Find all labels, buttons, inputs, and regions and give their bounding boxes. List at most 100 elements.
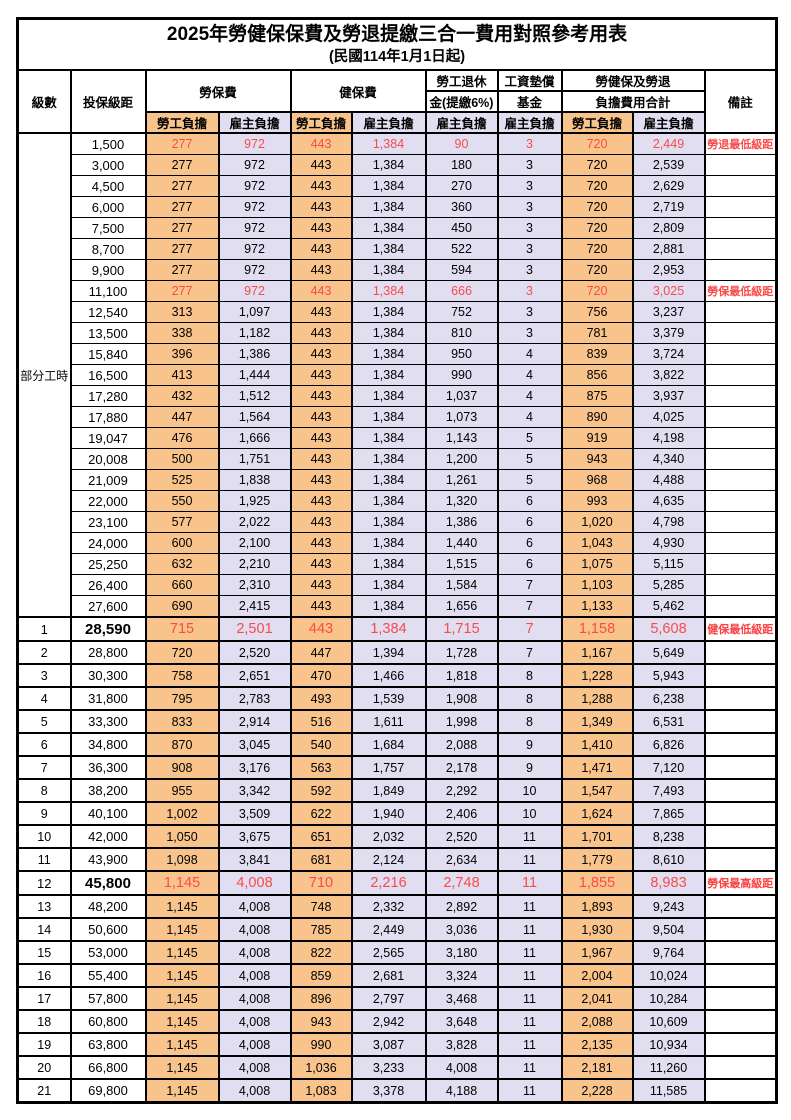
cell-bracket: 21,009 <box>69 469 147 491</box>
cell-value: 1,751 <box>217 448 292 470</box>
cell-value: 2,942 <box>350 1009 427 1034</box>
cell-value: 1,002 <box>144 801 220 826</box>
cell-level: 12 <box>16 870 72 896</box>
cell-value: 443 <box>289 490 353 512</box>
cell-value: 1,073 <box>424 406 499 428</box>
header-total-employer: 雇主負擔 <box>631 111 706 134</box>
header-hi-employer: 雇主負擔 <box>350 111 427 134</box>
header-row-3: 勞工負擔 雇主負擔 勞工負擔 雇主負擔 雇主負擔 雇主負擔 勞工負擔 雇主負擔 <box>18 111 777 134</box>
cell-value: 1,925 <box>217 490 292 512</box>
cell-value: 1,133 <box>560 595 634 618</box>
cell-value: 1,684 <box>350 732 427 757</box>
cell-value: 2,332 <box>350 894 427 919</box>
cell-value: 3,176 <box>217 755 292 780</box>
cell-remark <box>703 640 778 665</box>
cell-bracket: 53,000 <box>69 940 147 965</box>
table-row: 19,047 476 1,666 443 1,384 1,143 5 919 4,198 <box>18 427 778 449</box>
cell-value: 4,025 <box>631 406 706 428</box>
cell-remark <box>703 301 778 323</box>
cell-level: 11 <box>16 847 72 872</box>
cell-value: 1,515 <box>424 553 499 575</box>
cell-remark: 勞保最低級距 <box>703 280 778 302</box>
cell-value: 1,083 <box>289 1078 353 1104</box>
cell-level: 6 <box>16 732 72 757</box>
cell-bracket: 28,800 <box>69 640 147 665</box>
cell-value: 1,384 <box>350 490 427 512</box>
cell-bracket: 20,008 <box>69 448 147 470</box>
cell-value: 5,115 <box>631 553 706 575</box>
cell-remark <box>703 364 778 386</box>
header-pension-line1: 勞工退休 <box>424 69 499 92</box>
cell-bracket: 16,500 <box>69 364 147 386</box>
cell-value: 1,940 <box>350 801 427 826</box>
cell-value: 577 <box>144 511 220 533</box>
table-body: 部分工時 1,500 277 972 443 1,384 90 3 720 2,449 勞退最低級距… <box>16 132 778 1104</box>
cell-value: 972 <box>217 154 292 176</box>
cell-value: 4,008 <box>217 1032 292 1057</box>
title-row: 2025年勞健保保費及勞退提繳三合一費用對照參考用表 (民國114年1月1日起) <box>16 17 778 71</box>
cell-value: 1,145 <box>144 963 220 988</box>
cell-value: 443 <box>289 154 353 176</box>
cell-remark <box>703 469 778 491</box>
cell-value: 443 <box>289 532 353 554</box>
cell-value: 11 <box>496 824 563 849</box>
cell-value: 3,675 <box>217 824 292 849</box>
cell-value: 1,228 <box>560 663 634 688</box>
header-total-employee: 勞工負擔 <box>560 111 634 134</box>
cell-value: 3,378 <box>350 1078 427 1104</box>
part-time-label: 部分工時 <box>16 132 72 618</box>
cell-value: 443 <box>289 301 353 323</box>
cell-value: 1,158 <box>560 616 634 642</box>
cell-remark <box>703 1032 778 1057</box>
header-fund-employer: 雇主負擔 <box>496 111 563 134</box>
cell-value: 3,342 <box>217 778 292 803</box>
cell-value: 447 <box>144 406 220 428</box>
cell-value: 2,809 <box>631 217 706 239</box>
cell-value: 11,260 <box>631 1055 706 1080</box>
cell-value: 720 <box>560 238 634 260</box>
cell-value: 443 <box>289 132 353 155</box>
cell-value: 2,881 <box>631 238 706 260</box>
cell-value: 9,764 <box>631 940 706 965</box>
cell-remark <box>703 595 778 618</box>
cell-value: 955 <box>144 778 220 803</box>
cell-value: 1,998 <box>424 709 499 734</box>
cell-value: 2,415 <box>217 595 292 618</box>
premium-reference-table: 2025年勞健保保費及勞退提繳三合一費用對照參考用表 (民國114年1月1日起)… <box>16 17 779 1104</box>
cell-value: 3,648 <box>424 1009 499 1034</box>
cell-value: 1,043 <box>560 532 634 554</box>
cell-value: 1,384 <box>350 196 427 218</box>
table-row: 27,600 690 2,415 443 1,384 1,656 7 1,133 5,462 <box>18 595 778 618</box>
cell-remark <box>703 259 778 281</box>
cell-bracket: 15,840 <box>69 343 147 365</box>
cell-value: 4,008 <box>217 940 292 965</box>
cell-value: 450 <box>424 217 499 239</box>
table-row: 16 55,400 1,145 4,008 859 2,681 3,324 11 2,004 10… <box>16 963 778 988</box>
cell-value: 1,320 <box>424 490 499 512</box>
cell-value: 2,210 <box>217 553 292 575</box>
cell-value: 443 <box>289 511 353 533</box>
cell-value: 943 <box>560 448 634 470</box>
cell-value: 839 <box>560 343 634 365</box>
cell-value: 2,520 <box>424 824 499 849</box>
cell-value: 1,444 <box>217 364 292 386</box>
header-total-line1: 勞健保及勞退 <box>560 69 706 92</box>
table-title-cell: 2025年勞健保保費及勞退提繳三合一費用對照參考用表 (民國114年1月1日起) <box>16 17 778 71</box>
cell-value: 720 <box>144 640 220 665</box>
cell-value: 622 <box>289 801 353 826</box>
table-header: 2025年勞健保保費及勞退提繳三合一費用對照參考用表 (民國114年1月1日起)… <box>16 17 778 134</box>
cell-value: 2,719 <box>631 196 706 218</box>
header-bracket: 投保級距 <box>69 69 147 134</box>
table-row: 21 69,800 1,145 4,008 1,083 3,378 4,188 11 2,228… <box>16 1078 778 1104</box>
cell-remark <box>703 894 778 919</box>
cell-value: 5 <box>496 469 563 491</box>
cell-remark <box>703 686 778 711</box>
cell-value: 1,384 <box>350 595 427 618</box>
cell-value: 11 <box>496 847 563 872</box>
table-row: 1 28,590 715 2,501 443 1,384 1,715 7 1,158 5,608 健… <box>16 616 778 642</box>
table-row: 2 28,800 720 2,520 447 1,394 1,728 7 1,167 5,649 <box>16 640 778 665</box>
cell-value: 4,488 <box>631 469 706 491</box>
cell-value: 1,145 <box>144 1032 220 1057</box>
cell-value: 1,564 <box>217 406 292 428</box>
cell-value: 7 <box>496 595 563 618</box>
